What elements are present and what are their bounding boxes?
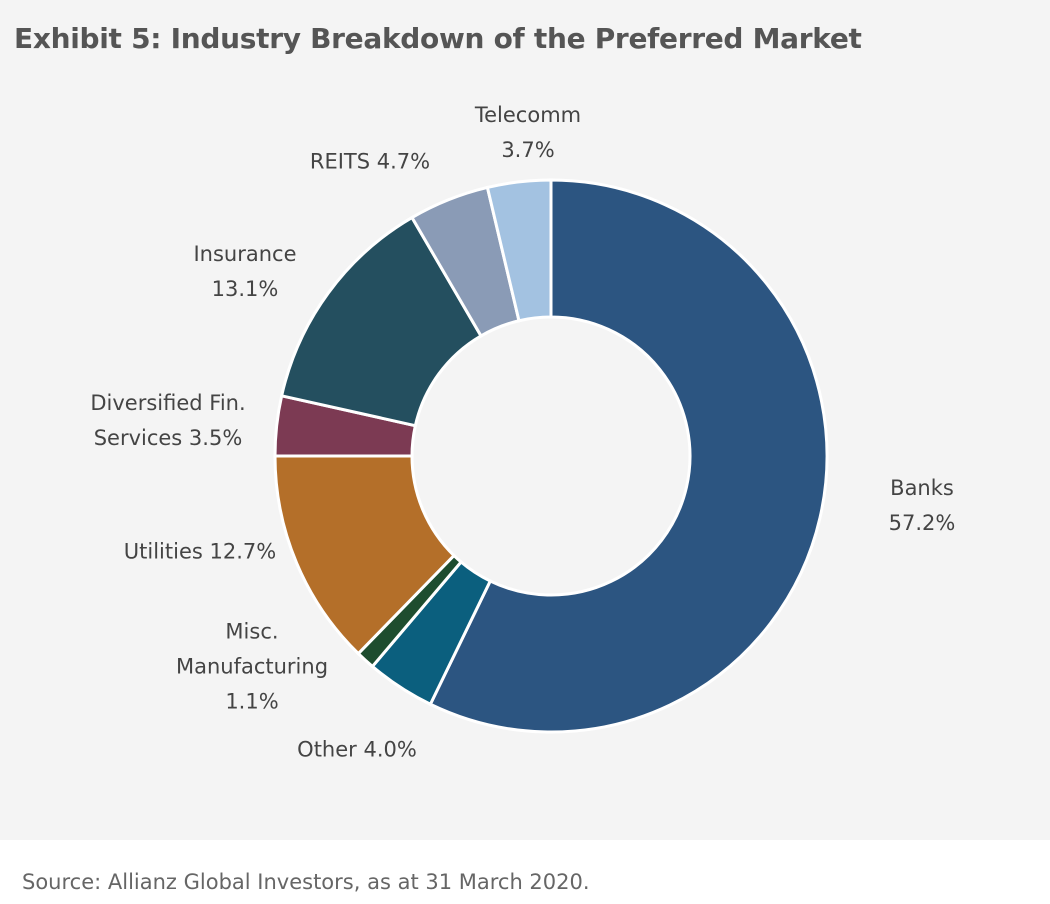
- source-note: Source: Allianz Global Investors, as at …: [22, 870, 590, 894]
- data-label-misc-manufacturing: Misc. Manufacturing 1.1%: [175, 619, 329, 714]
- donut-chart: [273, 178, 829, 734]
- chart-title: Exhibit 5: Industry Breakdown of the Pre…: [14, 22, 862, 55]
- data-label-diversified-fin-services: Diversified Fin. Services 3.5%: [90, 391, 246, 450]
- data-label-reits: REITS 4.7%: [309, 149, 431, 174]
- data-label-telecomm: Telecomm 3.7%: [474, 103, 582, 162]
- data-label-other: Other 4.0%: [297, 737, 417, 762]
- data-label-insurance: Insurance 13.1%: [193, 242, 297, 301]
- slice-telecomm: [485, 178, 553, 323]
- slice-insurance: [279, 215, 484, 428]
- data-label-utilities: Utilities 12.7%: [123, 539, 277, 564]
- data-label-banks: Banks 57.2%: [888, 476, 956, 535]
- slice-banks: [428, 178, 829, 734]
